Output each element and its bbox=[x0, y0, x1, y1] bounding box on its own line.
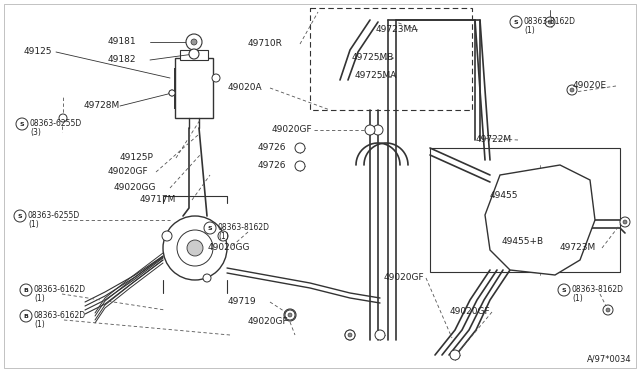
Text: 49181: 49181 bbox=[108, 38, 136, 46]
Text: B: B bbox=[24, 314, 28, 318]
Circle shape bbox=[169, 90, 175, 96]
Text: 49125: 49125 bbox=[24, 48, 52, 57]
Bar bbox=[175, 58, 213, 118]
Circle shape bbox=[212, 74, 220, 82]
Circle shape bbox=[558, 284, 570, 296]
Circle shape bbox=[169, 90, 175, 96]
Circle shape bbox=[162, 231, 172, 241]
Text: 08363-8162D: 08363-8162D bbox=[524, 17, 576, 26]
Circle shape bbox=[295, 161, 305, 171]
Circle shape bbox=[20, 284, 32, 296]
Circle shape bbox=[567, 85, 577, 95]
Bar bbox=[180, 50, 208, 60]
Text: (1): (1) bbox=[218, 232, 228, 241]
Text: B: B bbox=[24, 288, 28, 292]
Circle shape bbox=[606, 308, 610, 312]
Text: 49020E: 49020E bbox=[573, 81, 607, 90]
Text: S: S bbox=[20, 122, 24, 126]
Circle shape bbox=[620, 217, 630, 227]
Text: 49728M: 49728M bbox=[84, 102, 120, 110]
Text: 49725MA: 49725MA bbox=[355, 71, 397, 80]
Text: 49723MA: 49723MA bbox=[376, 26, 419, 35]
Circle shape bbox=[204, 222, 216, 234]
Text: 49723M: 49723M bbox=[560, 244, 596, 253]
Text: 49726: 49726 bbox=[258, 161, 287, 170]
Text: 08363-8162D: 08363-8162D bbox=[572, 285, 624, 295]
Circle shape bbox=[570, 88, 574, 92]
Circle shape bbox=[284, 309, 296, 321]
Polygon shape bbox=[485, 165, 595, 275]
Text: 49726: 49726 bbox=[258, 144, 287, 153]
Text: 08363-8162D: 08363-8162D bbox=[218, 224, 270, 232]
Text: 49182: 49182 bbox=[108, 55, 136, 64]
Text: A/97*0034: A/97*0034 bbox=[588, 355, 632, 364]
Text: 49455+B: 49455+B bbox=[502, 237, 544, 247]
Circle shape bbox=[345, 330, 355, 340]
Text: 49020GF: 49020GF bbox=[108, 167, 148, 176]
Circle shape bbox=[450, 350, 460, 360]
Text: 08363-6162D: 08363-6162D bbox=[34, 311, 86, 321]
Circle shape bbox=[348, 333, 352, 337]
Text: 49020A: 49020A bbox=[228, 83, 262, 93]
Text: 49020GF: 49020GF bbox=[272, 125, 312, 135]
Text: 49020GF: 49020GF bbox=[248, 317, 289, 327]
Circle shape bbox=[375, 330, 385, 340]
Text: S: S bbox=[562, 288, 566, 292]
Circle shape bbox=[186, 34, 202, 50]
Circle shape bbox=[189, 49, 199, 59]
Circle shape bbox=[285, 310, 295, 320]
Circle shape bbox=[16, 118, 28, 130]
Circle shape bbox=[187, 240, 203, 256]
Text: 49710R: 49710R bbox=[248, 39, 283, 48]
Circle shape bbox=[548, 20, 552, 24]
Circle shape bbox=[603, 305, 613, 315]
Text: 49717M: 49717M bbox=[140, 196, 177, 205]
Text: 49455: 49455 bbox=[490, 192, 518, 201]
Circle shape bbox=[218, 231, 228, 241]
Circle shape bbox=[373, 125, 383, 135]
Circle shape bbox=[163, 216, 227, 280]
Text: 49725MB: 49725MB bbox=[352, 54, 394, 62]
Text: 49020GG: 49020GG bbox=[114, 183, 157, 192]
Text: 49125P: 49125P bbox=[120, 154, 154, 163]
Text: 08363-6255D: 08363-6255D bbox=[28, 212, 80, 221]
Text: (1): (1) bbox=[34, 321, 45, 330]
Circle shape bbox=[59, 114, 67, 122]
Circle shape bbox=[365, 125, 375, 135]
Circle shape bbox=[191, 39, 197, 45]
Circle shape bbox=[623, 220, 627, 224]
Text: S: S bbox=[514, 19, 518, 25]
Circle shape bbox=[345, 330, 355, 340]
Circle shape bbox=[177, 230, 213, 266]
Circle shape bbox=[20, 310, 32, 322]
Text: 49020GF: 49020GF bbox=[384, 273, 424, 282]
Circle shape bbox=[545, 17, 555, 27]
Text: 49722M: 49722M bbox=[476, 135, 512, 144]
Circle shape bbox=[288, 313, 292, 317]
Text: (1): (1) bbox=[572, 295, 583, 304]
Text: 08363-6162D: 08363-6162D bbox=[34, 285, 86, 295]
Bar bbox=[430, 148, 620, 272]
Text: (1): (1) bbox=[34, 295, 45, 304]
Text: 49020GG: 49020GG bbox=[208, 244, 250, 253]
Circle shape bbox=[14, 210, 26, 222]
Text: 08363-6255D: 08363-6255D bbox=[30, 119, 83, 128]
Circle shape bbox=[510, 16, 522, 28]
Text: (3): (3) bbox=[30, 128, 41, 138]
Circle shape bbox=[295, 143, 305, 153]
Text: (1): (1) bbox=[524, 26, 535, 35]
Text: (1): (1) bbox=[28, 221, 39, 230]
Text: 49719: 49719 bbox=[228, 298, 257, 307]
Circle shape bbox=[288, 313, 292, 317]
Text: 49020GF: 49020GF bbox=[450, 308, 491, 317]
Text: S: S bbox=[208, 225, 212, 231]
Circle shape bbox=[203, 274, 211, 282]
Text: S: S bbox=[18, 214, 22, 218]
Bar bbox=[310, 8, 472, 110]
